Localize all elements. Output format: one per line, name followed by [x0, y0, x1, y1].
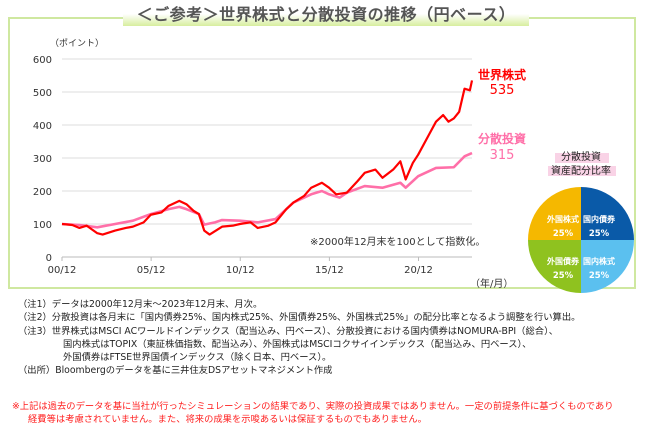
series-label-diversified: 分散投資: [478, 131, 526, 146]
disclaimer-line-1: ※上記は過去のデータを基に当社が行ったシミュレーションの結果であり、実際の投資成…: [12, 401, 614, 412]
x-tick-label: 00/12: [48, 265, 77, 276]
pie-slice-label: 国内債券: [583, 214, 616, 224]
pie-title-line-2: 資産配分比率: [551, 164, 611, 177]
x-tick-label: 10/12: [226, 265, 255, 276]
note-3-cont: 国内株式はTOPIX（東証株価指数、配当込み）、外国株式はMSCIコクサイインデ…: [63, 338, 532, 350]
page-title: ＜ご参考＞世界株式と分散投資の推移（円ベース）: [123, 4, 529, 26]
note-1: （注1）データは2000年12月末～2023年12月末、月次。: [18, 299, 263, 310]
y-tick-label: 600: [33, 55, 52, 66]
chart-annotation: ※2000年12月末を100として指数化。: [310, 235, 485, 248]
y-tick-label: 300: [33, 154, 52, 165]
y-tick-label: 500: [33, 88, 52, 99]
series-line-world-equity: [61, 80, 474, 236]
pie-slice-label: 外国株式: [547, 214, 579, 224]
y-axis-label: （ポイント）: [50, 38, 104, 49]
note-2: （注2）分散投資は各月末に「国内債券25%、国内株式25%、外国債券25%、外国…: [18, 312, 581, 324]
series-end-value-world-equity: 535: [490, 83, 515, 98]
pie-title-line-1: 分散投資: [561, 150, 601, 163]
notes: （注1）データは2000年12月末～2023年12月末、月次。 （注2）分散投資…: [18, 298, 580, 378]
y-tick-label: 0: [46, 253, 52, 264]
note-3: （注3）世界株式はMSCI ACワールドインデックス（配当込み、円ベース）、分散…: [18, 325, 559, 337]
y-tick-label: 200: [33, 187, 52, 198]
series-line-diversified: [61, 151, 473, 229]
disclaimer-line-2: 経費等は考慮されていません。また、将来の成果を示唆あるいは保証するものでもありま…: [28, 414, 427, 425]
pie-slice-label: 外国債券: [547, 256, 580, 266]
x-tick-label: 20/12: [404, 265, 433, 276]
y-tick-label: 100: [33, 220, 52, 231]
line-chart: （ポイント） 0 100 200 300 400 500 600 00/12 05/12 10/12…: [33, 38, 634, 293]
pie-slice: [581, 240, 634, 293]
source-note: （出所）Bloombergのデータを基に三井住友DSアセットマネジメント作成: [18, 365, 333, 377]
x-tick-label: 15/12: [315, 265, 344, 276]
pie-title-highlight: [555, 153, 609, 163]
series-label-world-equity: 世界株式: [478, 67, 526, 82]
pie-slice-value: 25%: [553, 229, 574, 239]
pie-slice: [581, 187, 634, 240]
note-3-cont2: 外国債券はFTSE世界国債インデックス（除く日本、円ベース）。: [63, 352, 332, 364]
pie-slice: [528, 187, 581, 240]
y-tick-label: 400: [33, 121, 52, 132]
x-axis-label: （年/月）: [470, 277, 513, 290]
pie-title-highlight: [548, 166, 616, 176]
pie-slice-value: 25%: [589, 229, 610, 239]
pie-slice-value: 25%: [553, 271, 574, 281]
pie-slice-value: 25%: [589, 271, 610, 281]
series-end-value-diversified: 315: [490, 148, 515, 163]
x-tick-label: 05/12: [137, 265, 166, 276]
pie-slice: [528, 240, 581, 293]
disclaimer: ※上記は過去のデータを基に当社が行ったシミュレーションの結果であり、実際の投資成…: [12, 400, 614, 426]
pie-slice-label: 国内株式: [583, 256, 615, 266]
